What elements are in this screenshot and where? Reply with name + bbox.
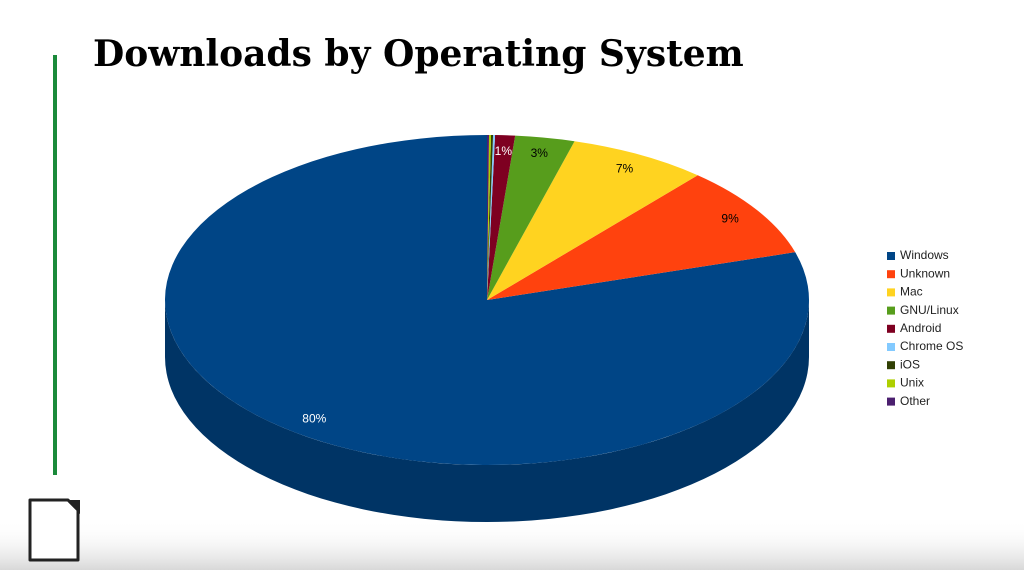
legend-swatch xyxy=(887,270,895,279)
legend-label: Other xyxy=(900,394,930,408)
slice xyxy=(487,141,698,300)
slice xyxy=(487,135,490,300)
data-label: 80% xyxy=(302,411,326,425)
legend-label: GNU/Linux xyxy=(900,303,959,317)
legend-swatch xyxy=(887,288,895,297)
legend-swatch xyxy=(887,306,895,315)
slice xyxy=(487,135,575,300)
legend-swatch xyxy=(887,361,895,370)
legend-swatch xyxy=(887,252,895,260)
legend-swatch xyxy=(887,324,895,333)
legend-swatch xyxy=(887,379,895,388)
legend-label: Android xyxy=(900,321,941,335)
slice xyxy=(487,135,492,300)
app-icon xyxy=(28,498,80,562)
legend-label: Unknown xyxy=(900,266,950,280)
data-label: 9% xyxy=(721,211,739,225)
legend-label: Unix xyxy=(900,376,924,390)
slice xyxy=(487,135,496,300)
chart-title: Downloads by Operating System xyxy=(93,33,744,75)
data-label: 3% xyxy=(531,146,549,160)
slice xyxy=(487,135,516,300)
data-label: 1% xyxy=(495,144,513,158)
legend-swatch xyxy=(887,397,895,406)
legend-swatch xyxy=(887,343,895,351)
slice-side xyxy=(165,300,809,522)
legend-label: Mac xyxy=(900,285,923,299)
legend-label: Windows xyxy=(900,248,949,262)
pie: 80% 9% 7% 3% 1% xyxy=(165,134,809,522)
legend-label: iOS xyxy=(900,357,920,371)
legend-label: Chrome OS xyxy=(900,339,963,353)
data-label: 7% xyxy=(616,161,634,175)
accent-line xyxy=(53,55,57,475)
bottom-band xyxy=(0,520,1024,570)
slice xyxy=(487,175,796,300)
slice xyxy=(487,135,494,300)
legend: Windows Unknown Mac GNU/Linux Android Chrome … xyxy=(887,248,963,408)
